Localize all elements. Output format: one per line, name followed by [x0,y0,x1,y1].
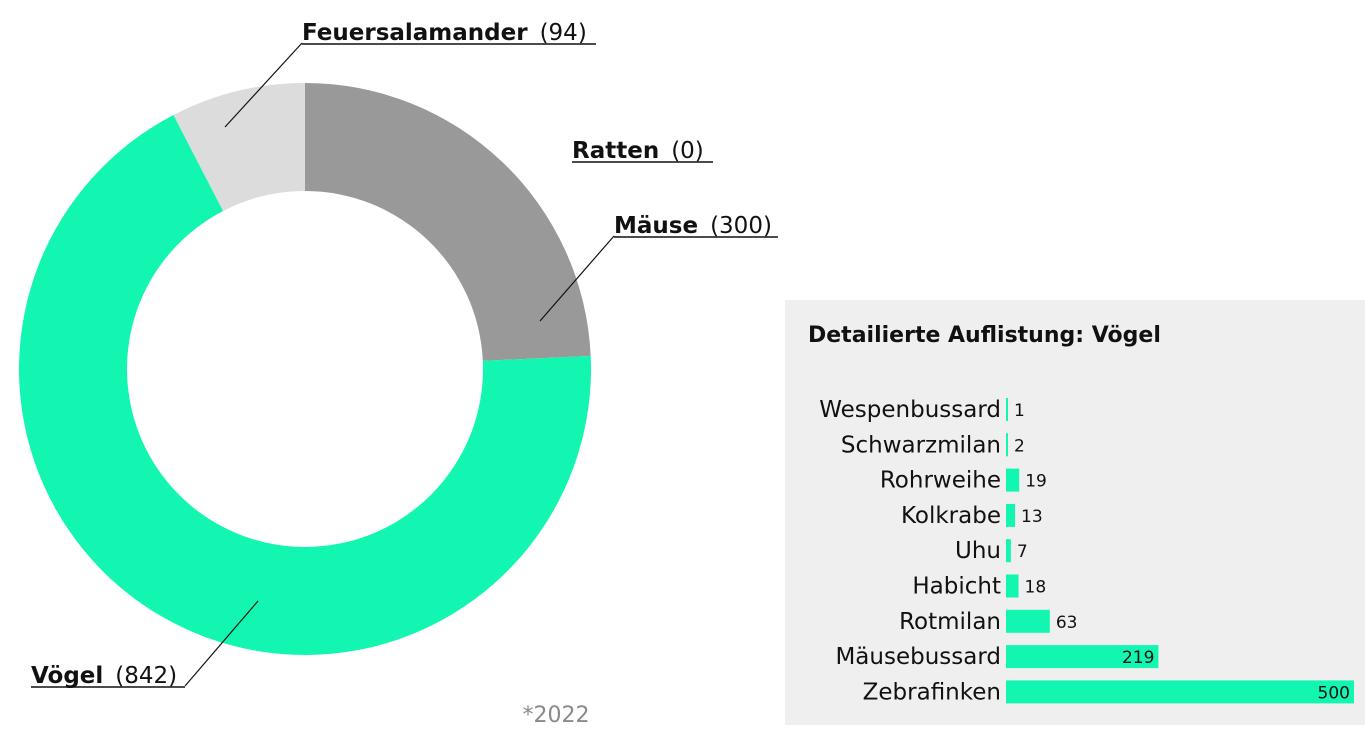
footnote: *2022 [523,703,590,728]
bar-value-zebrafinken: 500 [1318,683,1350,703]
bar-rohrweihe [1006,468,1020,492]
slice-label-name-ratten: Ratten [572,138,659,164]
bar-maeusebussard [1006,645,1159,669]
slice-label-voegel: Vögel (842) [31,663,177,689]
bar-rotmilan [1006,609,1050,633]
leader-line-feuersalamander [224,42,303,128]
slice-label-value-voegel: (842) [115,663,177,689]
detail-panel: Detailierte Auflistung: Vögel Wespenbuss… [785,300,1365,725]
bar-value-uhu: 7 [1017,542,1028,562]
bar-label-kolkrabe: Kolkrabe [901,503,1001,529]
bar-label-rohrweihe: Rohrweihe [880,468,1001,494]
bar-label-uhu: Uhu [955,538,1001,564]
bar-value-kolkrabe: 13 [1021,507,1043,527]
bar-label-schwarzmilan: Schwarzmilan [841,432,1001,458]
donut-slice-voegel [19,115,592,655]
donut-slice-feuersalamander [173,83,305,211]
bar-label-wespenbussard: Wespenbussard [819,397,1001,423]
bar-uhu [1006,539,1011,563]
leader-line-maeuse [539,235,615,322]
slice-label-maeuse: Mäuse (300) [614,213,772,239]
bar-label-maeusebussard: Mäusebussard [835,644,1001,670]
slice-label-name-feuersalamander: Feuersalamander [302,20,528,46]
bar-label-rotmilan: Rotmilan [899,609,1001,635]
slice-label-name-voegel: Vögel [31,663,103,689]
leader-lines [184,42,615,687]
leader-line-voegel [184,600,259,687]
slice-label-feuersalamander: Feuersalamander (94) [302,20,587,46]
donut-slice-maeuse [305,83,591,361]
bar-value-rotmilan: 63 [1056,613,1078,633]
detail-bars: Wespenbussard 1 Schwarzmilan 2 Rohrweihe 19 Ko… [819,397,1354,705]
bar-value-rohrweihe: 19 [1025,472,1047,492]
slice-label-value-ratten: (0) [671,138,704,164]
bar-label-habicht: Habicht [912,574,1001,600]
slice-label-name-maeuse: Mäuse [614,213,698,239]
bar-zebrafinken [1006,680,1354,704]
bar-kolkrabe [1006,503,1016,527]
bar-value-wespenbussard: 1 [1014,401,1025,421]
bar-label-zebrafinken: Zebrafinken [863,679,1001,705]
bar-wespenbussard [1006,398,1008,421]
donut-chart: Mäuse (300) Ratten (0) Vögel (842) Feuersalama… [19,20,778,689]
slice-label-ratten: Ratten (0) [572,138,704,164]
bar-schwarzmilan [1006,433,1008,457]
donut-slices [19,83,592,655]
slice-labels: Mäuse (300) Ratten (0) Vögel (842) Feuersalama… [31,20,778,689]
bar-habicht [1006,574,1019,598]
bar-value-maeusebussard: 219 [1122,648,1154,668]
slice-label-value-maeuse: (300) [710,213,772,239]
detail-panel-title: Detailierte Auflistung: Vögel [808,323,1161,348]
slice-label-value-feuersalamander: (94) [540,20,587,46]
bar-value-schwarzmilan: 2 [1014,436,1025,456]
bar-value-habicht: 18 [1025,578,1047,598]
